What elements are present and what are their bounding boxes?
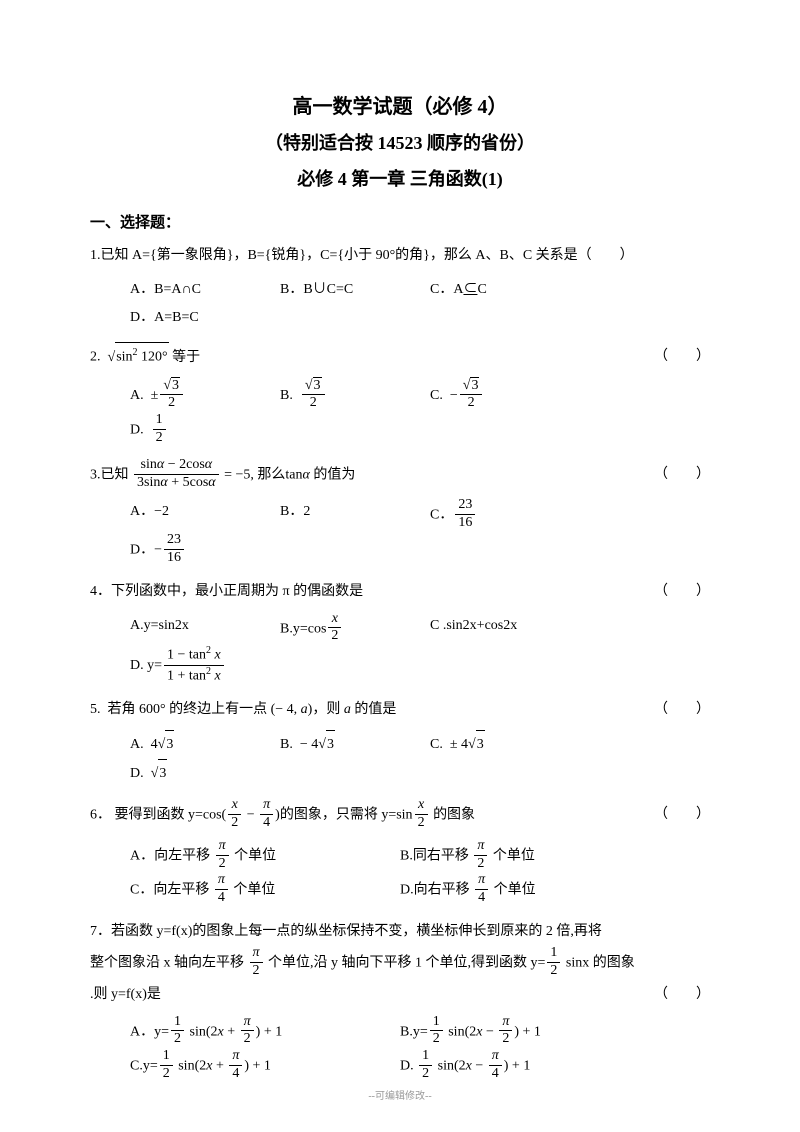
question-3: 3.已知 sinα − 2cosα3sinα + 5cosα = −5, 那么t… xyxy=(90,458,710,568)
q4-paren: （ ） xyxy=(654,578,710,606)
question-2: 2. sin2 120° 等于 （ ） A. ±32 B. 32 C. −32 … xyxy=(90,342,710,448)
question-5: 5. 若角 600° 的终边上有一点 (− 4, a)，则 a 的值是 （ ） … xyxy=(90,696,710,788)
q3-opt-b: B．2 xyxy=(280,498,420,533)
q7-options: A．y=12 sin(2x + π2) + 1 B.y=12 sin(2x − … xyxy=(130,1015,710,1084)
q3-stem: 3.已知 sinα − 2cosα3sinα + 5cosα = −5, 那么t… xyxy=(90,458,355,493)
q5-opt-d: D. 3 xyxy=(130,759,270,788)
q2-num: 2. xyxy=(90,350,101,365)
q5-stem: 5. 若角 600° 的终边上有一点 (− 4, a)，则 a 的值是 xyxy=(90,696,396,724)
q1-options: A．B=A∩C B．B∪C=C C．A⊂C D．A=B=C xyxy=(130,276,710,332)
q7-paren: （ ） xyxy=(654,981,710,1009)
q6-paren: （ ） xyxy=(654,801,710,829)
q2-stem: sin2 120° 等于 xyxy=(108,350,201,365)
q1-opt-c: C．A⊂C xyxy=(430,276,570,304)
q7-opt-c: C.y=12 sin(2x + π4) + 1 xyxy=(130,1049,390,1084)
q2-opt-b: B. 32 xyxy=(280,378,420,414)
q6-opt-c: C．向左平移 π4 个单位 xyxy=(130,873,390,908)
q3-options: A．−2 B．2 C．2316 D．−2316 xyxy=(130,498,710,567)
q2-opt-c: C. −32 xyxy=(430,378,570,414)
question-6: 6． 要得到函数 y=cos(x2 − π4)的图象，只需将 y=sinx2 的… xyxy=(90,798,710,908)
title-line-2: （特别适合按 14523 顺序的省份） xyxy=(90,129,710,155)
q6-opt-b: B.同右平移 π2 个单位 xyxy=(400,839,660,874)
q6-opt-d: D.向右平移 π4 个单位 xyxy=(400,873,660,908)
footer: --可编辑修改-- xyxy=(0,1087,800,1102)
q2-paren: （ ） xyxy=(654,343,710,371)
q6-stem: 6． 要得到函数 y=cos(x2 − π4)的图象，只需将 y=sinx2 的… xyxy=(90,798,475,833)
q1-opt-d: D．A=B=C xyxy=(130,304,270,332)
q3-opt-a: A．−2 xyxy=(130,498,270,533)
question-1: 1.已知 A={第一象限角}，B={锐角}，C={小于 90°的角}，那么 A、… xyxy=(90,242,710,332)
question-7: 7．若函数 y=f(x)的图象上每一点的纵坐标保持不变，横坐标伸长到原来的 2 … xyxy=(90,918,710,1084)
q7-opt-d: D. 12 sin(2x − π4) + 1 xyxy=(400,1049,660,1084)
title-line-3: 必修 4 第一章 三角函数(1) xyxy=(90,165,710,191)
q4-stem: 4．下列函数中，最小正周期为 π 的偶函数是 xyxy=(90,578,363,606)
q5-paren: （ ） xyxy=(654,696,710,724)
q2-opt-d: D. 12 xyxy=(130,413,270,448)
q5-opt-c: C. ± 43 xyxy=(430,730,570,759)
q1-opt-b: B．B∪C=C xyxy=(280,276,420,304)
question-4: 4．下列函数中，最小正周期为 π 的偶函数是 （ ） A.y=sin2x B.y… xyxy=(90,578,710,687)
q4-opt-b: B.y=cosx2 xyxy=(280,612,420,647)
q4-opt-d: D. y=1 − tan2 x1 + tan2 x xyxy=(130,646,270,686)
q7-opt-a: A．y=12 sin(2x + π2) + 1 xyxy=(130,1015,390,1050)
q4-options: A.y=sin2x B.y=cosx2 C .sin2x+cos2x D. y=… xyxy=(130,612,710,687)
q5-opt-b: B. − 43 xyxy=(280,730,420,759)
page: 高一数学试题（必修 4） （特别适合按 14523 顺序的省份） 必修 4 第一… xyxy=(0,0,800,1132)
q7-stem: 7．若函数 y=f(x)的图象上每一点的纵坐标保持不变，横坐标伸长到原来的 2 … xyxy=(90,918,635,1009)
title-line-1: 高一数学试题（必修 4） xyxy=(90,90,710,119)
q7-opt-b: B.y=12 sin(2x − π2) + 1 xyxy=(400,1015,660,1050)
q6-opt-a: A．向左平移 π2 个单位 xyxy=(130,839,390,874)
q6-options: A．向左平移 π2 个单位 B.同右平移 π2 个单位 C．向左平移 π4 个单… xyxy=(130,839,710,908)
q4-opt-a: A.y=sin2x xyxy=(130,612,270,647)
q2-opt-a: A. ±32 xyxy=(130,378,270,414)
q4-opt-c: C .sin2x+cos2x xyxy=(430,612,570,647)
section-heading: 一、选择题： xyxy=(90,211,710,232)
q3-paren: （ ） xyxy=(654,461,710,489)
q5-opt-a: A. 43 xyxy=(130,730,270,759)
q1-stem: 1.已知 A={第一象限角}，B={锐角}，C={小于 90°的角}，那么 A、… xyxy=(90,242,634,270)
q5-options: A. 43 B. − 43 C. ± 43 D. 3 xyxy=(130,730,710,788)
q1-opt-a: A．B=A∩C xyxy=(130,276,270,304)
q3-opt-c: C．2316 xyxy=(430,498,570,533)
q2-options: A. ±32 B. 32 C. −32 D. 12 xyxy=(130,378,710,448)
q3-opt-d: D．−2316 xyxy=(130,533,270,568)
